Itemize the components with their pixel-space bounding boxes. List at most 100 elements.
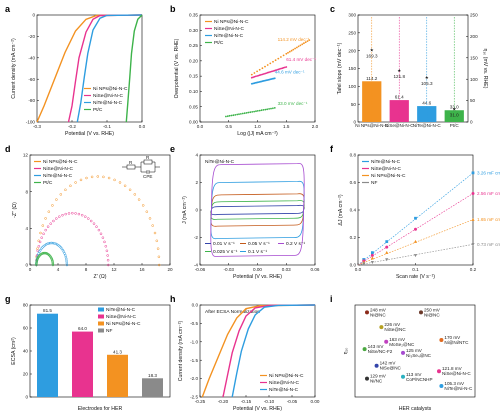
data-point	[471, 243, 475, 247]
data-point	[280, 56, 282, 58]
x-axis-label: HER catalysts	[399, 406, 432, 412]
x-tick-label: 20	[167, 267, 173, 272]
x-tick-label: 0.00	[253, 267, 262, 272]
data-point	[240, 113, 242, 115]
bar	[444, 110, 464, 122]
data-point	[256, 110, 259, 112]
catalyst-eta-value: 121.8 mV	[442, 366, 463, 371]
data-point	[253, 72, 256, 74]
panel-label: b	[170, 4, 176, 14]
legend-entry: 0.05 V s⁻¹	[248, 241, 270, 247]
x-tick-label: -0.05	[287, 399, 298, 404]
y-tick-label: 20	[23, 372, 29, 377]
panel-c: c 0 50 100 150 200 250 300 0 50 100 150 200 250 Tafel …	[330, 4, 488, 128]
data-point	[141, 204, 145, 207]
data-point	[414, 216, 417, 220]
y-tick-label: 0.30	[189, 28, 198, 33]
data-point	[84, 215, 87, 218]
category-label: NiTe@Ni-N-C	[413, 123, 442, 128]
data-point	[236, 113, 239, 116]
data-point	[287, 51, 289, 54]
slope-annotation: 114.2 mV dec⁻¹	[278, 37, 310, 42]
catalyst-name: Ni@NC	[424, 312, 440, 317]
data-point	[46, 225, 50, 228]
x-tick-label: 0.2	[470, 267, 477, 272]
eta-value-label: 31.0	[450, 113, 459, 118]
data-point	[55, 217, 58, 220]
bar-value-label: 81.5	[43, 308, 52, 313]
data-point	[255, 110, 257, 113]
data-point	[294, 47, 296, 50]
legend-entry: NiSe@Ni-N-C	[106, 314, 136, 320]
catalyst-name: NiTe@Ni-N-C	[444, 386, 473, 391]
y-tick-label: 8	[25, 189, 28, 194]
y-axis-label: Current density (mA cm⁻²)	[178, 321, 184, 382]
catalyst-point	[374, 363, 379, 368]
data-point	[113, 178, 116, 182]
y-tick-label: -0.5	[190, 321, 198, 326]
data-point	[55, 198, 58, 201]
data-point	[65, 257, 68, 261]
capacitance-annotation: 1.65 mF cm⁻²	[477, 217, 500, 222]
cv-loop	[210, 180, 305, 240]
data-point	[123, 184, 127, 188]
data-point	[50, 241, 53, 245]
data-point	[249, 111, 252, 114]
x-axis-label: Potential (V vs. RHE)	[233, 274, 282, 280]
catalyst-point	[401, 350, 405, 355]
data-point	[292, 48, 295, 51]
data-point	[71, 211, 74, 215]
plot-frame	[29, 154, 171, 266]
y-tick-label: 0.05	[189, 104, 198, 109]
catalyst-point	[365, 310, 369, 315]
y-tick-label: 150	[348, 66, 356, 71]
bar	[142, 378, 163, 397]
data-point	[133, 193, 137, 196]
data-point	[106, 258, 110, 262]
x-axis-label: Log (|J| mA cm⁻²)	[237, 131, 278, 137]
data-point	[269, 71, 272, 73]
data-point	[137, 198, 141, 201]
data-point	[225, 115, 227, 118]
x-tick-label: 8	[85, 267, 88, 272]
data-point	[41, 224, 45, 227]
catalyst-point	[379, 325, 384, 330]
y-tick-label: 0.15	[189, 74, 198, 79]
data-point	[254, 75, 257, 78]
y-axis-label: ΔJ (mA cm⁻²)	[338, 194, 344, 226]
data-point	[49, 222, 52, 225]
x-tick-label: -0.20	[218, 399, 229, 404]
data-point	[85, 176, 88, 180]
bar-value-label: 18.3	[148, 373, 157, 378]
data-point	[65, 259, 68, 263]
eta-value-label: 121.8	[394, 74, 406, 79]
data-point	[297, 45, 300, 48]
data-point	[277, 57, 280, 60]
y-tick-label: 200	[470, 34, 478, 39]
panel-e: e -0.06 -0.03 0.00 0.03 0.06 -4 -2 0 2 4 Potential …	[170, 144, 320, 280]
x-tick-label: 16	[139, 267, 145, 272]
data-point	[273, 107, 276, 109]
data-point	[148, 217, 152, 220]
data-point	[241, 112, 244, 115]
series-line	[231, 304, 316, 398]
data-point	[258, 68, 261, 71]
y-tick-label: 0.00	[189, 120, 198, 125]
data-point	[256, 70, 258, 73]
y-tick-label: 0.25	[189, 43, 198, 48]
data-point	[128, 188, 132, 192]
legend-entry: NiTe@Ni-N-C	[106, 307, 136, 313]
data-point	[155, 239, 159, 243]
catalyst-name: Ni/NC	[370, 379, 383, 384]
data-point	[265, 72, 268, 74]
data-point	[362, 262, 366, 266]
x-tick-label: 0.0	[355, 267, 362, 272]
data-point	[273, 77, 276, 80]
y-tick-label: 50	[351, 102, 357, 107]
catalyst-eta-value: 250 mV	[424, 307, 441, 312]
data-point	[269, 62, 272, 65]
y-tick-label: 0.2	[350, 235, 357, 240]
slope-annotation: 61.4 mV dec⁻¹	[286, 57, 316, 62]
circuit-r1-label: R	[129, 160, 133, 165]
data-point	[80, 213, 84, 217]
